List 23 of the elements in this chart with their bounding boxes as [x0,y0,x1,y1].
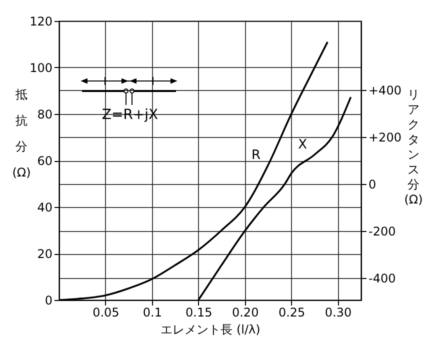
y-tick-label: 40 [37,200,52,214]
x-tick-label: 0.25 [278,306,306,320]
x-tick-label: 0.05 [92,306,120,320]
y2-tick-label: -200 [368,224,396,238]
x-tick-label: 0.1 [142,306,162,320]
y-tick-label: 120 [30,14,52,28]
y2-axis-title: リアクタンス分(Ω) [404,88,423,206]
y2-tick-label: +400 [368,84,402,98]
y-tick-label: 60 [37,154,52,168]
x-tick-label: 0.20 [232,306,259,320]
x-axis-title: エレメント長 (l/λ) [160,322,260,336]
x-tick-label: 0.15 [186,306,212,320]
y2-tick-label: +200 [368,130,402,145]
y-tick-label: 100 [30,61,52,75]
y-tick-label: 0 [44,294,52,308]
series-label: R [252,148,261,164]
series-label: X [298,138,308,153]
y2-tick-label: -400 [368,271,396,286]
y-tick-label: 20 [37,247,52,261]
y2-tick-label: 0 [368,177,376,192]
y-axis-title: 抵抗分(Ω) [12,88,31,180]
y-tick-label: 80 [37,108,52,122]
x-tick-label: 0.30 [324,306,352,320]
